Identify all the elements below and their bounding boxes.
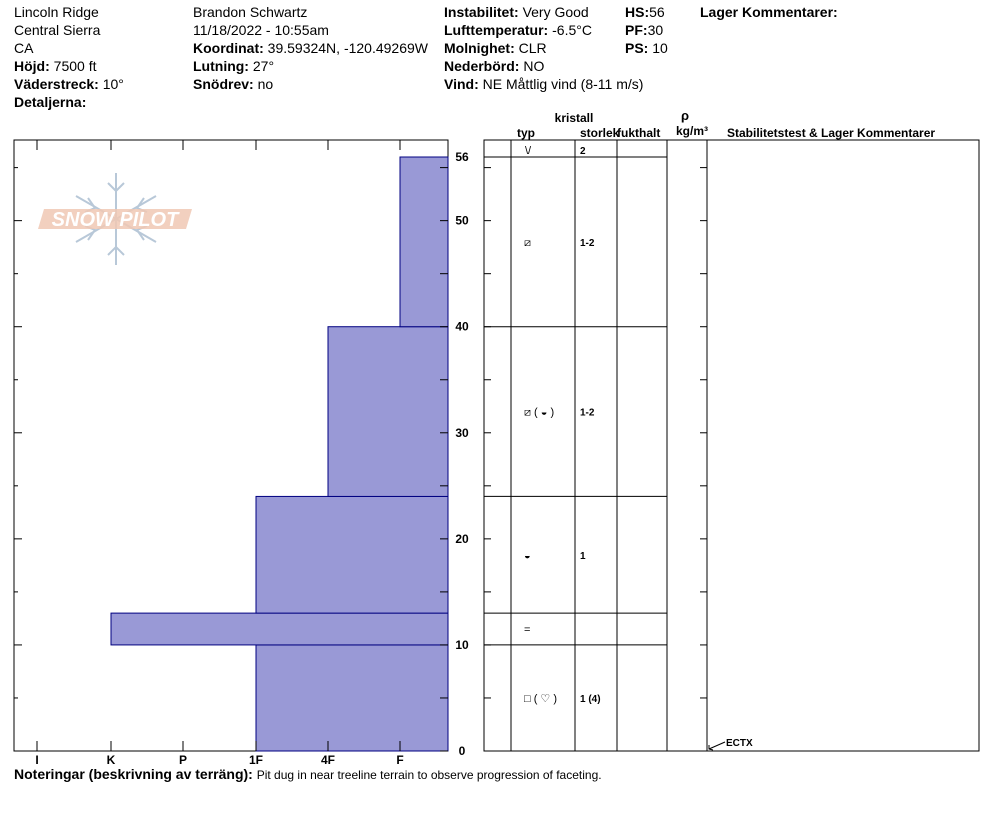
x-tick-label-4: 4F bbox=[321, 753, 335, 767]
hardness-bars bbox=[110, 156, 449, 752]
y-tick-label-0: 0 bbox=[459, 744, 466, 758]
notes-text: Pit dug in near treeline terrain to obse… bbox=[256, 768, 602, 782]
height-axis: 0 10 20 30 40 50 56 bbox=[14, 150, 707, 758]
ps-value: 10 bbox=[652, 40, 668, 56]
crystal-type-0: ⧄ bbox=[524, 237, 531, 249]
slope-row: Lutning: 27° bbox=[193, 58, 275, 74]
details-row: Detaljerna: bbox=[14, 94, 87, 110]
pf-row: PF:30 bbox=[625, 22, 664, 38]
range: Central Sierra bbox=[14, 22, 101, 38]
x-tick-label-0: I bbox=[35, 753, 38, 767]
drift-value: no bbox=[257, 76, 274, 92]
coord-row: Koordinat: 39.59324N, -120.49269W bbox=[193, 40, 428, 56]
y-tick-label-4: 40 bbox=[455, 320, 469, 334]
hs-row: HS:56 bbox=[625, 4, 665, 20]
elevation-value: 7500 ft bbox=[53, 58, 97, 74]
crystal-type-1: ⧄ ( ◒ ) bbox=[524, 407, 554, 419]
y-tick-label-3: 30 bbox=[455, 426, 469, 440]
table-frame bbox=[483, 139, 980, 752]
slope-value: 27° bbox=[252, 58, 275, 74]
snowpilot-logo: SNOW PILOT bbox=[38, 173, 192, 265]
datetime: 11/18/2022 - 10:55am bbox=[193, 22, 329, 38]
moisture-heading: fukthalt bbox=[617, 126, 660, 140]
y-tick-label-2: 20 bbox=[455, 532, 469, 546]
hardness-bar-3 bbox=[327, 326, 449, 497]
wind-value: NE Måttlig vind (8-11 m/s) bbox=[482, 76, 644, 92]
y-tick-label-5: 50 bbox=[455, 214, 469, 228]
size-heading: storlek bbox=[580, 126, 620, 140]
crystal-table: \/ 2 ⧄ 1-2 ⧄ ( ◒ ) 1-2 ◒ 1 = □ ( ♡ ) 1 (4) bbox=[483, 139, 980, 752]
location: Lincoln Ridge bbox=[14, 4, 99, 20]
instability-row: Instabilitet: Very Good bbox=[444, 4, 589, 20]
crystal-size-2: 1 bbox=[580, 551, 586, 562]
drift-row: Snödrev: no bbox=[193, 76, 274, 92]
wind-row: Vind: NE Måttlig vind (8-11 m/s) bbox=[444, 76, 644, 92]
header-pit: HS:56 PF:30 PS: 10 bbox=[625, 3, 668, 57]
hardness-bar-4 bbox=[399, 156, 449, 328]
rho-heading: ρ bbox=[681, 108, 689, 123]
observer: Brandon Schwartz bbox=[193, 4, 308, 20]
stability-tests: ECTX bbox=[708, 738, 753, 751]
logo-text: SNOW PILOT bbox=[52, 209, 180, 231]
test-label-0: ECTX bbox=[726, 738, 753, 749]
ps-row: PS: 10 bbox=[625, 40, 668, 56]
hardness-bar-1 bbox=[110, 612, 449, 646]
test-arrow-icon-0 bbox=[708, 745, 714, 751]
type-heading: typ bbox=[517, 126, 535, 140]
crystal-type-3: = bbox=[524, 624, 530, 636]
hs-value: 56 bbox=[649, 4, 665, 20]
hardness-bar-0 bbox=[255, 644, 449, 752]
state: CA bbox=[14, 40, 34, 56]
airtemp-value: -6.5°C bbox=[552, 22, 592, 38]
crystal-heading: kristall bbox=[555, 111, 594, 125]
precip-row: Nederbörd: NO bbox=[444, 58, 545, 74]
coord-value: 39.59324N, -120.49269W bbox=[267, 40, 428, 56]
header-left: Lincoln Ridge Central Sierra CA Höjd: 75… bbox=[14, 3, 124, 111]
cloud-row: Molnighet: CLR bbox=[444, 40, 547, 56]
aspect-value: 10° bbox=[102, 76, 124, 92]
x-tick-label-2: P bbox=[179, 753, 187, 767]
crystal-size-4: 1 (4) bbox=[580, 694, 601, 705]
instability-value: Very Good bbox=[522, 4, 589, 20]
density-unit-heading: kg/m³ bbox=[676, 124, 708, 138]
elevation-row: Höjd: 7500 ft bbox=[14, 58, 97, 74]
x-tick-label-3: 1F bbox=[249, 753, 263, 767]
y-tick-label-1: 10 bbox=[455, 638, 469, 652]
notes-label: Noteringar (beskrivning av terräng): bbox=[14, 766, 253, 782]
precip-value: NO bbox=[523, 58, 545, 74]
pf-value: 30 bbox=[647, 22, 664, 38]
cloud-value: CLR bbox=[518, 40, 547, 56]
notes: Noteringar (beskrivning av terräng): Pit… bbox=[14, 766, 602, 782]
x-tick-label-5: F bbox=[396, 753, 403, 767]
crystal-type-2: ◒ bbox=[524, 550, 531, 562]
hardness-bar-2 bbox=[255, 495, 449, 614]
surface-type-symbol: \/ bbox=[525, 145, 532, 157]
stability-heading: Stabilitetstest & Lager Kommentarer bbox=[727, 126, 935, 140]
layer-comments-heading: Lager Kommentarer: bbox=[700, 4, 838, 20]
x-tick-label-1: K bbox=[107, 753, 116, 767]
y-tick-label-6: 56 bbox=[455, 150, 469, 164]
header-mid: Brandon Schwartz 11/18/2022 - 10:55am Ko… bbox=[193, 3, 428, 93]
crystal-size-0: 1-2 bbox=[580, 238, 595, 249]
aspect-row: Väderstreck: 10° bbox=[14, 76, 124, 92]
crystal-size-1: 1-2 bbox=[580, 408, 595, 419]
test-pointer-0 bbox=[708, 741, 726, 750]
hardness-axis: I K P 1F 4F F bbox=[35, 140, 404, 767]
surface-size: 2 bbox=[580, 146, 586, 157]
crystal-type-4: □ ( ♡ ) bbox=[524, 693, 557, 705]
airtemp-row: Lufttemperatur: -6.5°C bbox=[444, 22, 592, 38]
header-weather: Instabilitet: Very Good Lufttemperatur: … bbox=[444, 3, 643, 93]
